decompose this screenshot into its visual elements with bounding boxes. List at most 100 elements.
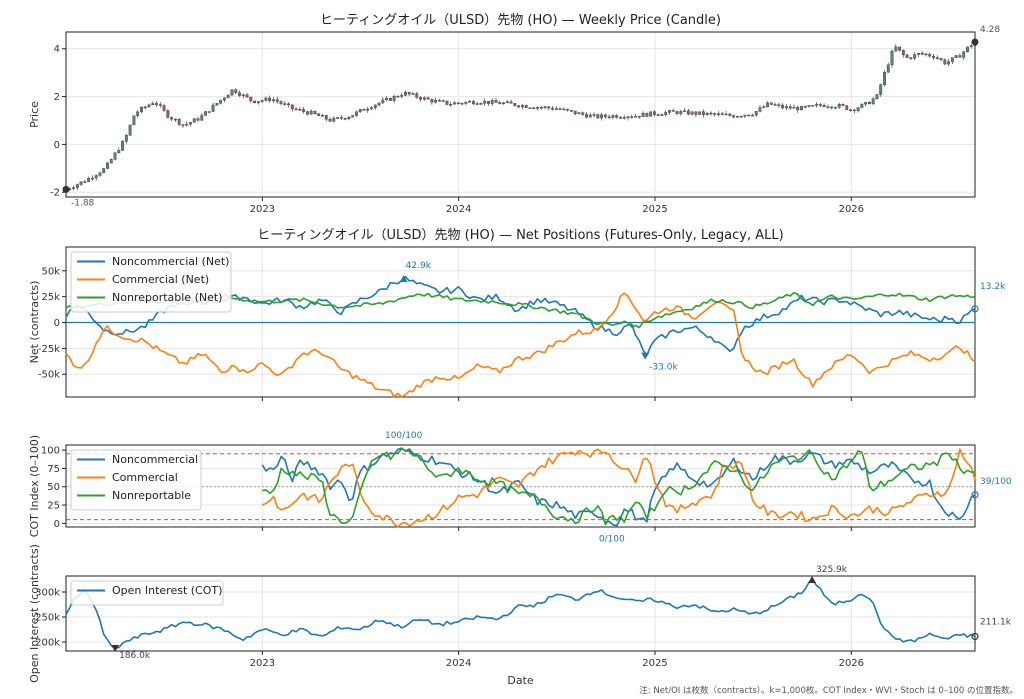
candle-body	[471, 101, 475, 105]
candle-body	[769, 102, 773, 105]
candle-body	[554, 108, 558, 110]
open-interest-panel: 200k 250k 300k 2023 2024 2025 2026 Open Interes…	[28, 544, 1012, 687]
candle-body	[287, 103, 290, 106]
candle-body	[162, 105, 166, 111]
x-tick-label: 2026	[839, 658, 864, 669]
candle-body	[811, 105, 815, 107]
candle-body	[283, 103, 287, 105]
candle-body	[222, 97, 226, 101]
candle-body	[796, 106, 800, 111]
candle-body	[626, 116, 630, 119]
x-tick-label: 2023	[250, 204, 275, 215]
candle-body	[652, 111, 656, 115]
candle-body	[717, 113, 720, 115]
candle-body	[566, 108, 570, 111]
candle-body	[924, 53, 928, 56]
candle-body	[366, 108, 370, 111]
cot-end-label: 39/100	[980, 477, 1012, 487]
candle-body	[502, 102, 505, 105]
candle-body	[441, 100, 445, 102]
candle-body	[355, 111, 358, 116]
candle-body	[758, 107, 762, 112]
candle-body	[569, 109, 573, 112]
candle-body	[864, 102, 868, 105]
candle-body	[290, 104, 294, 110]
candle-body	[849, 109, 852, 111]
candle-body	[170, 117, 174, 120]
candle-body	[415, 93, 419, 98]
candle-body	[268, 97, 272, 102]
candle-body	[253, 100, 257, 104]
candle-body	[905, 54, 909, 58]
candle-body	[388, 98, 392, 101]
candle-body	[536, 107, 539, 109]
candle-body	[94, 175, 98, 179]
candle-body	[117, 150, 121, 154]
candle-body	[241, 94, 245, 96]
chart-title: ヒーティングオイル（ULSD）先物 (HO) — Weekly Price (C…	[320, 13, 721, 28]
candle-body	[747, 114, 751, 117]
last-price-label: 4.28	[980, 25, 1000, 35]
x-tick-label: 2025	[642, 658, 667, 669]
candle-body	[935, 57, 939, 59]
net-min-label: -33.0k	[649, 363, 678, 373]
candle-body	[664, 112, 668, 115]
candle-body	[860, 103, 864, 108]
x-tick-label: 2023	[250, 658, 275, 669]
candle-body	[520, 105, 524, 108]
candle-body	[543, 106, 547, 109]
candle-body	[358, 109, 362, 113]
candle-body	[950, 57, 954, 62]
candle-body	[498, 102, 502, 105]
candle-body	[792, 106, 796, 109]
candle-body	[468, 101, 472, 103]
candle-body	[124, 135, 128, 142]
net-max-label: 42.9k	[406, 261, 432, 271]
candle-body	[343, 118, 347, 120]
candle-body	[230, 89, 234, 96]
candle-body	[751, 114, 754, 117]
y-tick-label: 300k	[35, 588, 60, 599]
candle-body	[675, 111, 679, 115]
candle-body	[370, 107, 373, 110]
candle-body	[430, 99, 434, 103]
candle-body	[215, 103, 219, 106]
legend-entry: Commercial (Net)	[112, 273, 209, 286]
candle-body	[464, 101, 468, 104]
candle-body	[373, 104, 377, 108]
candle-body	[581, 112, 585, 115]
net-end-marker	[971, 305, 979, 313]
legend-entry: Nonreportable (Net)	[112, 291, 222, 304]
candle-body	[532, 107, 536, 110]
candle-body	[392, 95, 396, 101]
candle-body	[264, 97, 268, 101]
candle-body	[879, 84, 883, 95]
oi-max-label: 325.9k	[816, 565, 848, 575]
candle-body	[702, 111, 705, 115]
candle-body	[803, 106, 807, 108]
candle-body	[754, 111, 758, 116]
candle-body	[743, 114, 747, 117]
candle-body	[619, 117, 622, 119]
candle-body	[800, 106, 803, 111]
candle-body	[947, 61, 951, 65]
candle-body	[781, 104, 785, 109]
candle-body	[766, 102, 769, 108]
candle-body	[822, 105, 826, 108]
legend-entry: Commercial	[112, 471, 178, 484]
candle-body	[158, 104, 162, 106]
candle-body	[351, 115, 355, 118]
candle-body	[690, 111, 694, 115]
candle-body	[713, 113, 717, 115]
candle-body	[166, 110, 170, 118]
candle-body	[147, 104, 151, 108]
candle-body	[818, 104, 822, 106]
series-line-commercial	[261, 448, 976, 528]
candle-body	[83, 181, 87, 183]
y-axis-label: Price	[28, 101, 41, 128]
candle-body	[505, 101, 509, 104]
candle-body	[400, 95, 404, 97]
candle-body	[524, 105, 528, 108]
candle-body	[588, 114, 592, 118]
